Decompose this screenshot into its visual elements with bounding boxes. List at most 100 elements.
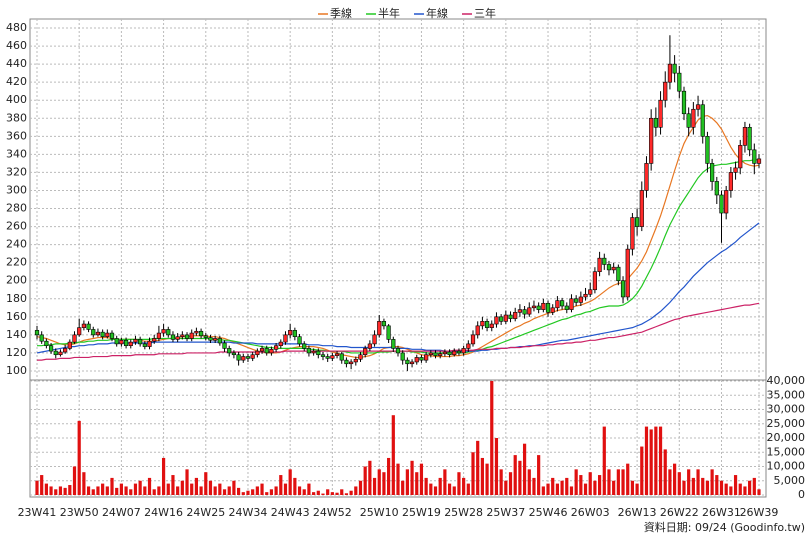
x-tick-label: 26W03 xyxy=(571,506,610,519)
candle-body xyxy=(686,113,691,128)
candle-body xyxy=(672,63,677,74)
candle-body xyxy=(311,350,316,354)
volume-bar xyxy=(138,480,142,495)
volume-bar xyxy=(743,486,747,495)
candle-body xyxy=(461,348,466,354)
x-tick-label: 24W34 xyxy=(229,506,268,519)
legend-label: 年線 xyxy=(426,6,448,20)
candle-body xyxy=(635,217,640,227)
volume-bar xyxy=(129,489,133,495)
volume-bar xyxy=(733,475,738,495)
volume-bar xyxy=(588,472,592,495)
candle-body xyxy=(316,350,321,356)
candle-body xyxy=(663,81,668,101)
volume-bar xyxy=(555,483,560,495)
candle-body xyxy=(250,354,255,359)
candle-body xyxy=(86,323,91,330)
candle-body xyxy=(419,357,424,361)
candle-body xyxy=(484,321,490,328)
candle-body xyxy=(330,355,335,359)
candle-body xyxy=(306,348,312,354)
candle-body xyxy=(241,356,246,361)
volume-bar xyxy=(368,460,372,495)
volume-bar xyxy=(302,489,306,495)
volume-bar xyxy=(419,463,424,495)
volume-bar xyxy=(415,472,419,495)
ma-line xyxy=(37,159,759,354)
volume-bar xyxy=(279,475,283,495)
volume-bar xyxy=(508,472,513,495)
volume-bar xyxy=(635,483,639,495)
volume-bar xyxy=(246,490,250,495)
candle-body xyxy=(620,280,626,298)
candle-body xyxy=(559,300,565,307)
x-tick-label: 24W16 xyxy=(144,506,183,519)
volume-bar xyxy=(499,469,503,495)
volume-bar xyxy=(738,483,742,495)
volume-bar xyxy=(476,440,480,495)
candle-body xyxy=(517,309,522,313)
x-tick-label: 26W13 xyxy=(618,506,657,519)
legend-label: 半年 xyxy=(378,6,400,20)
candle-body xyxy=(658,99,663,128)
volume-bar xyxy=(274,486,278,495)
volume-bar xyxy=(387,457,391,495)
y-tick-label: 160 xyxy=(6,310,27,323)
volume-bar xyxy=(133,483,138,495)
candle-body xyxy=(34,330,40,336)
volume-bar xyxy=(583,483,588,495)
volume-bar xyxy=(316,490,320,495)
candle-body xyxy=(325,356,330,359)
volume-bar xyxy=(579,475,583,495)
volume-bar xyxy=(68,485,72,495)
volume-bar xyxy=(391,415,395,495)
volume-bar xyxy=(527,469,531,495)
volume-bar xyxy=(86,486,91,495)
candle-body xyxy=(513,312,518,319)
candle-body xyxy=(189,332,194,339)
y-tick-label: 480 xyxy=(6,21,27,34)
volume-bar xyxy=(466,483,470,495)
candle-body xyxy=(625,248,630,298)
candle-body xyxy=(105,332,110,337)
volume-bar xyxy=(424,477,428,495)
candle-body xyxy=(161,329,166,334)
volume-bar xyxy=(35,480,39,495)
candle-body xyxy=(245,356,251,359)
candle-body xyxy=(133,339,138,343)
volume-bar xyxy=(612,480,616,495)
volume-bar xyxy=(218,483,222,495)
volume-bar xyxy=(96,486,100,495)
candle-body xyxy=(349,361,354,365)
candle-body xyxy=(583,293,588,298)
candle-body xyxy=(602,257,607,265)
candle-body xyxy=(724,190,729,214)
y2-tick-label: 0 xyxy=(798,488,805,501)
candle-body xyxy=(274,345,279,350)
volume-bar xyxy=(644,426,649,495)
volume-bar xyxy=(724,483,728,495)
candle-body xyxy=(564,305,569,310)
y-tick-label: 260 xyxy=(6,220,27,233)
candle-body xyxy=(541,302,546,310)
volume-bar xyxy=(293,477,297,495)
candle-body xyxy=(681,90,687,115)
candle-body xyxy=(606,264,612,271)
candle-body xyxy=(353,358,358,363)
candle-body xyxy=(447,351,452,356)
volume-bar xyxy=(649,429,653,495)
volume-bar xyxy=(429,483,433,495)
x-tick-label: 24W43 xyxy=(271,506,310,519)
y-tick-label: 360 xyxy=(6,129,27,142)
candle-body xyxy=(756,158,762,164)
candle-body xyxy=(452,350,457,356)
volume-bar xyxy=(344,493,349,495)
x-tick-label: 26W31 xyxy=(702,506,741,519)
candle-body xyxy=(470,334,476,345)
candle-body xyxy=(123,339,129,347)
volume-bar xyxy=(180,480,184,495)
volume-bar xyxy=(326,489,330,495)
volume-bar xyxy=(626,463,630,495)
y-tick-label: 100 xyxy=(6,364,27,377)
volume-bar xyxy=(433,486,438,495)
